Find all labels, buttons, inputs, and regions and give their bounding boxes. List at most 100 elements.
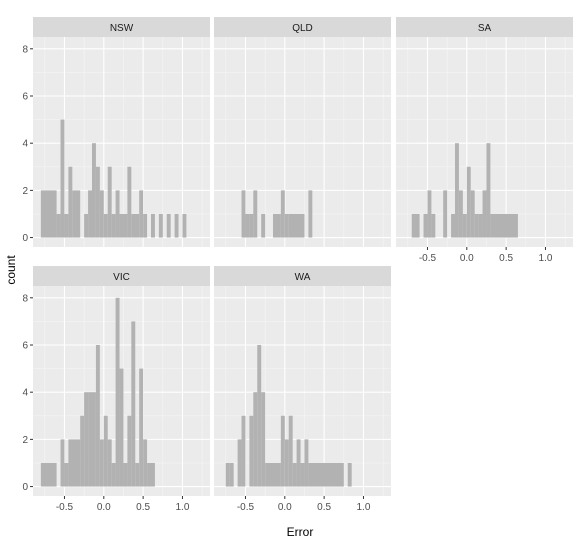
histogram-bar (158, 213, 163, 238)
histogram-bar (300, 462, 305, 487)
histogram-bar (265, 462, 281, 487)
x-tick-label: 1.0 (176, 502, 190, 513)
y-tick-label: 8 (22, 293, 28, 304)
y-tick-label: 4 (22, 388, 28, 399)
facet-strip (33, 266, 210, 286)
histogram-bar (88, 190, 92, 238)
histogram-bar (84, 213, 89, 238)
histogram-bar (304, 439, 309, 487)
histogram-bar (443, 190, 448, 238)
histogram-bar (107, 166, 112, 238)
histogram-bar (229, 462, 234, 487)
histogram-bar (451, 213, 455, 238)
histogram-bar (284, 213, 289, 238)
histogram-bar (111, 462, 116, 487)
y-tick-label: 6 (22, 91, 28, 102)
histogram-bar (151, 213, 155, 238)
histogram-bar (241, 415, 246, 487)
x-tick-label: 0.0 (97, 502, 111, 513)
histogram-bar (115, 297, 120, 487)
histogram-bar (95, 166, 100, 238)
histogram-bar (470, 190, 475, 238)
histogram-bar (411, 213, 420, 238)
histogram-bar (474, 213, 479, 238)
y-tick-label: 2 (22, 186, 28, 197)
histogram-bar (347, 462, 352, 487)
histogram-bar (127, 166, 132, 238)
histogram-bar (308, 462, 344, 487)
histogram-bar (143, 439, 148, 487)
histogram-bar (225, 462, 230, 487)
facet-label: QLD (292, 23, 313, 34)
histogram-bar (253, 392, 258, 487)
y-tick-label: 4 (22, 139, 28, 150)
y-tick-label: 2 (22, 435, 28, 446)
histogram-bar (455, 143, 459, 238)
histogram-bar (296, 439, 301, 487)
histogram-bar (249, 213, 254, 238)
facet-panel-nsw: NSW 0 2 4 6 8 (22, 17, 210, 247)
histogram-bar (40, 190, 57, 238)
facet-panel-sa: SA -0.5 0.0 0.5 1.0 (396, 17, 573, 264)
x-tick-label: 0.5 (499, 253, 513, 264)
y-tick-label: 8 (22, 44, 28, 55)
histogram-bar (99, 439, 104, 487)
histogram-bar (64, 213, 69, 238)
facet-strip (214, 17, 391, 37)
x-tick-label: 1.0 (357, 502, 371, 513)
x-tick-label: 0.0 (278, 502, 292, 513)
x-tick-label: 0.5 (317, 502, 331, 513)
histogram-bar (458, 190, 463, 238)
y-tick-label: 0 (22, 233, 28, 244)
histogram-bar (111, 213, 116, 238)
histogram-bar (84, 392, 89, 487)
facet-panel-vic: VIC 0 2 4 6 8 -0.5 0.0 0.5 1.0 (22, 266, 210, 513)
histogram-bar (68, 439, 81, 487)
histogram-bar (166, 213, 171, 238)
histogram-bar (103, 213, 108, 238)
facet-strip (214, 266, 391, 286)
facet-panel-qld: QLD (214, 17, 391, 247)
facet-label: VIC (113, 272, 130, 283)
histogram-bar (92, 143, 96, 238)
facet-strip (396, 17, 573, 37)
histogram-bar (249, 415, 254, 487)
histogram-bar (119, 368, 124, 487)
histogram-bar (288, 213, 305, 238)
histogram-bar (423, 213, 428, 238)
histogram-bar (119, 213, 128, 238)
histogram-bar (261, 392, 266, 487)
histogram-bar (123, 462, 128, 487)
y-tick-label: 6 (22, 340, 28, 351)
histogram-bar (431, 213, 436, 238)
histogram-bar (139, 190, 144, 238)
histogram-bar (482, 190, 487, 238)
histogram-bar (115, 190, 120, 238)
histogram-bar (288, 415, 293, 487)
histogram-bar (64, 462, 69, 487)
histogram-bar (253, 190, 258, 238)
histogram-bar (284, 439, 289, 487)
histogram-bar (490, 213, 518, 238)
histogram-bar (237, 439, 242, 487)
facet-label: SA (478, 23, 492, 34)
histogram-bar (99, 190, 104, 238)
histogram-bar (466, 166, 471, 238)
histogram-bar (107, 439, 112, 487)
y-tick-label: 0 (22, 482, 28, 493)
facet-label: WA (295, 272, 311, 283)
histogram-bar (68, 166, 73, 238)
histogram-bar (280, 190, 285, 238)
histogram-bar (131, 213, 140, 238)
histogram-bar (80, 415, 85, 487)
histogram-bar (40, 462, 57, 487)
histogram-bar (486, 143, 491, 238)
histogram-bar (273, 213, 281, 238)
histogram-bar (56, 213, 61, 238)
x-tick-label: -0.5 (56, 502, 74, 513)
histogram-bar (280, 415, 285, 487)
histogram-bar (135, 462, 140, 487)
histogram-bar (88, 392, 96, 487)
histogram-bar (127, 415, 132, 487)
